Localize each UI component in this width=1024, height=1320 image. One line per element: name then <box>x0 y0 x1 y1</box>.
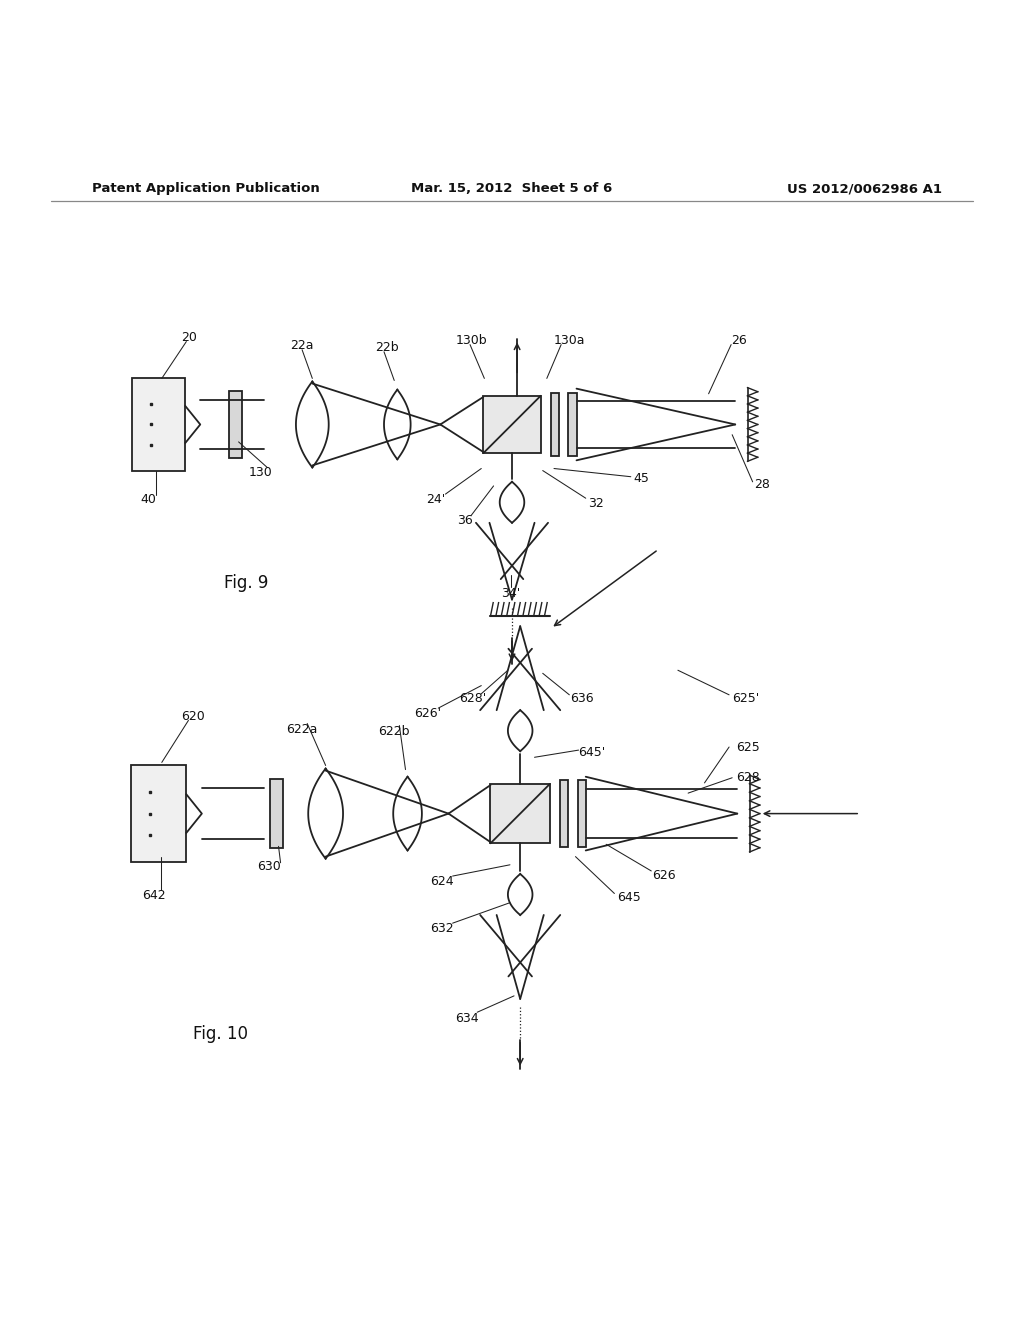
Text: 628': 628' <box>460 693 486 705</box>
Text: 645: 645 <box>616 891 641 904</box>
Text: 40: 40 <box>140 492 157 506</box>
Text: 645': 645' <box>579 746 605 759</box>
Bar <box>483 396 541 453</box>
Text: 625: 625 <box>735 741 760 754</box>
Bar <box>132 379 185 470</box>
Text: 628: 628 <box>735 771 760 784</box>
Text: 28: 28 <box>754 478 770 491</box>
Text: 620: 620 <box>180 710 205 723</box>
Bar <box>131 766 186 862</box>
Text: Fig. 9: Fig. 9 <box>223 574 268 593</box>
Text: 622b: 622b <box>379 725 410 738</box>
Text: 20: 20 <box>181 331 198 345</box>
Text: 632: 632 <box>430 921 455 935</box>
Bar <box>568 393 577 457</box>
Text: 22b: 22b <box>375 341 399 354</box>
Text: Mar. 15, 2012  Sheet 5 of 6: Mar. 15, 2012 Sheet 5 of 6 <box>412 182 612 195</box>
Text: 24': 24' <box>427 492 445 506</box>
Text: 36: 36 <box>457 515 473 527</box>
Text: 34': 34' <box>502 587 520 599</box>
Text: 626: 626 <box>651 869 676 882</box>
Text: 642: 642 <box>141 890 166 902</box>
Bar <box>490 784 550 843</box>
Bar <box>578 780 586 847</box>
Text: 625': 625' <box>732 693 759 705</box>
Text: Patent Application Publication: Patent Application Publication <box>92 182 319 195</box>
Text: 22a: 22a <box>291 339 313 352</box>
Text: 130b: 130b <box>456 334 486 347</box>
Text: 636: 636 <box>569 693 594 705</box>
Text: 32: 32 <box>588 496 604 510</box>
Text: 130: 130 <box>248 466 272 479</box>
Bar <box>270 779 283 849</box>
Text: 26: 26 <box>731 334 748 347</box>
Text: US 2012/0062986 A1: US 2012/0062986 A1 <box>787 182 942 195</box>
Text: 634: 634 <box>455 1012 479 1024</box>
Text: 624: 624 <box>430 875 455 887</box>
Text: 626': 626' <box>415 706 441 719</box>
Bar <box>560 780 568 847</box>
Text: 630: 630 <box>257 861 282 874</box>
Bar <box>551 393 559 457</box>
Bar <box>229 391 242 458</box>
Text: Fig. 10: Fig. 10 <box>193 1024 248 1043</box>
Text: 130a: 130a <box>554 334 585 347</box>
Text: 622a: 622a <box>287 723 317 737</box>
Text: 45: 45 <box>633 473 649 486</box>
